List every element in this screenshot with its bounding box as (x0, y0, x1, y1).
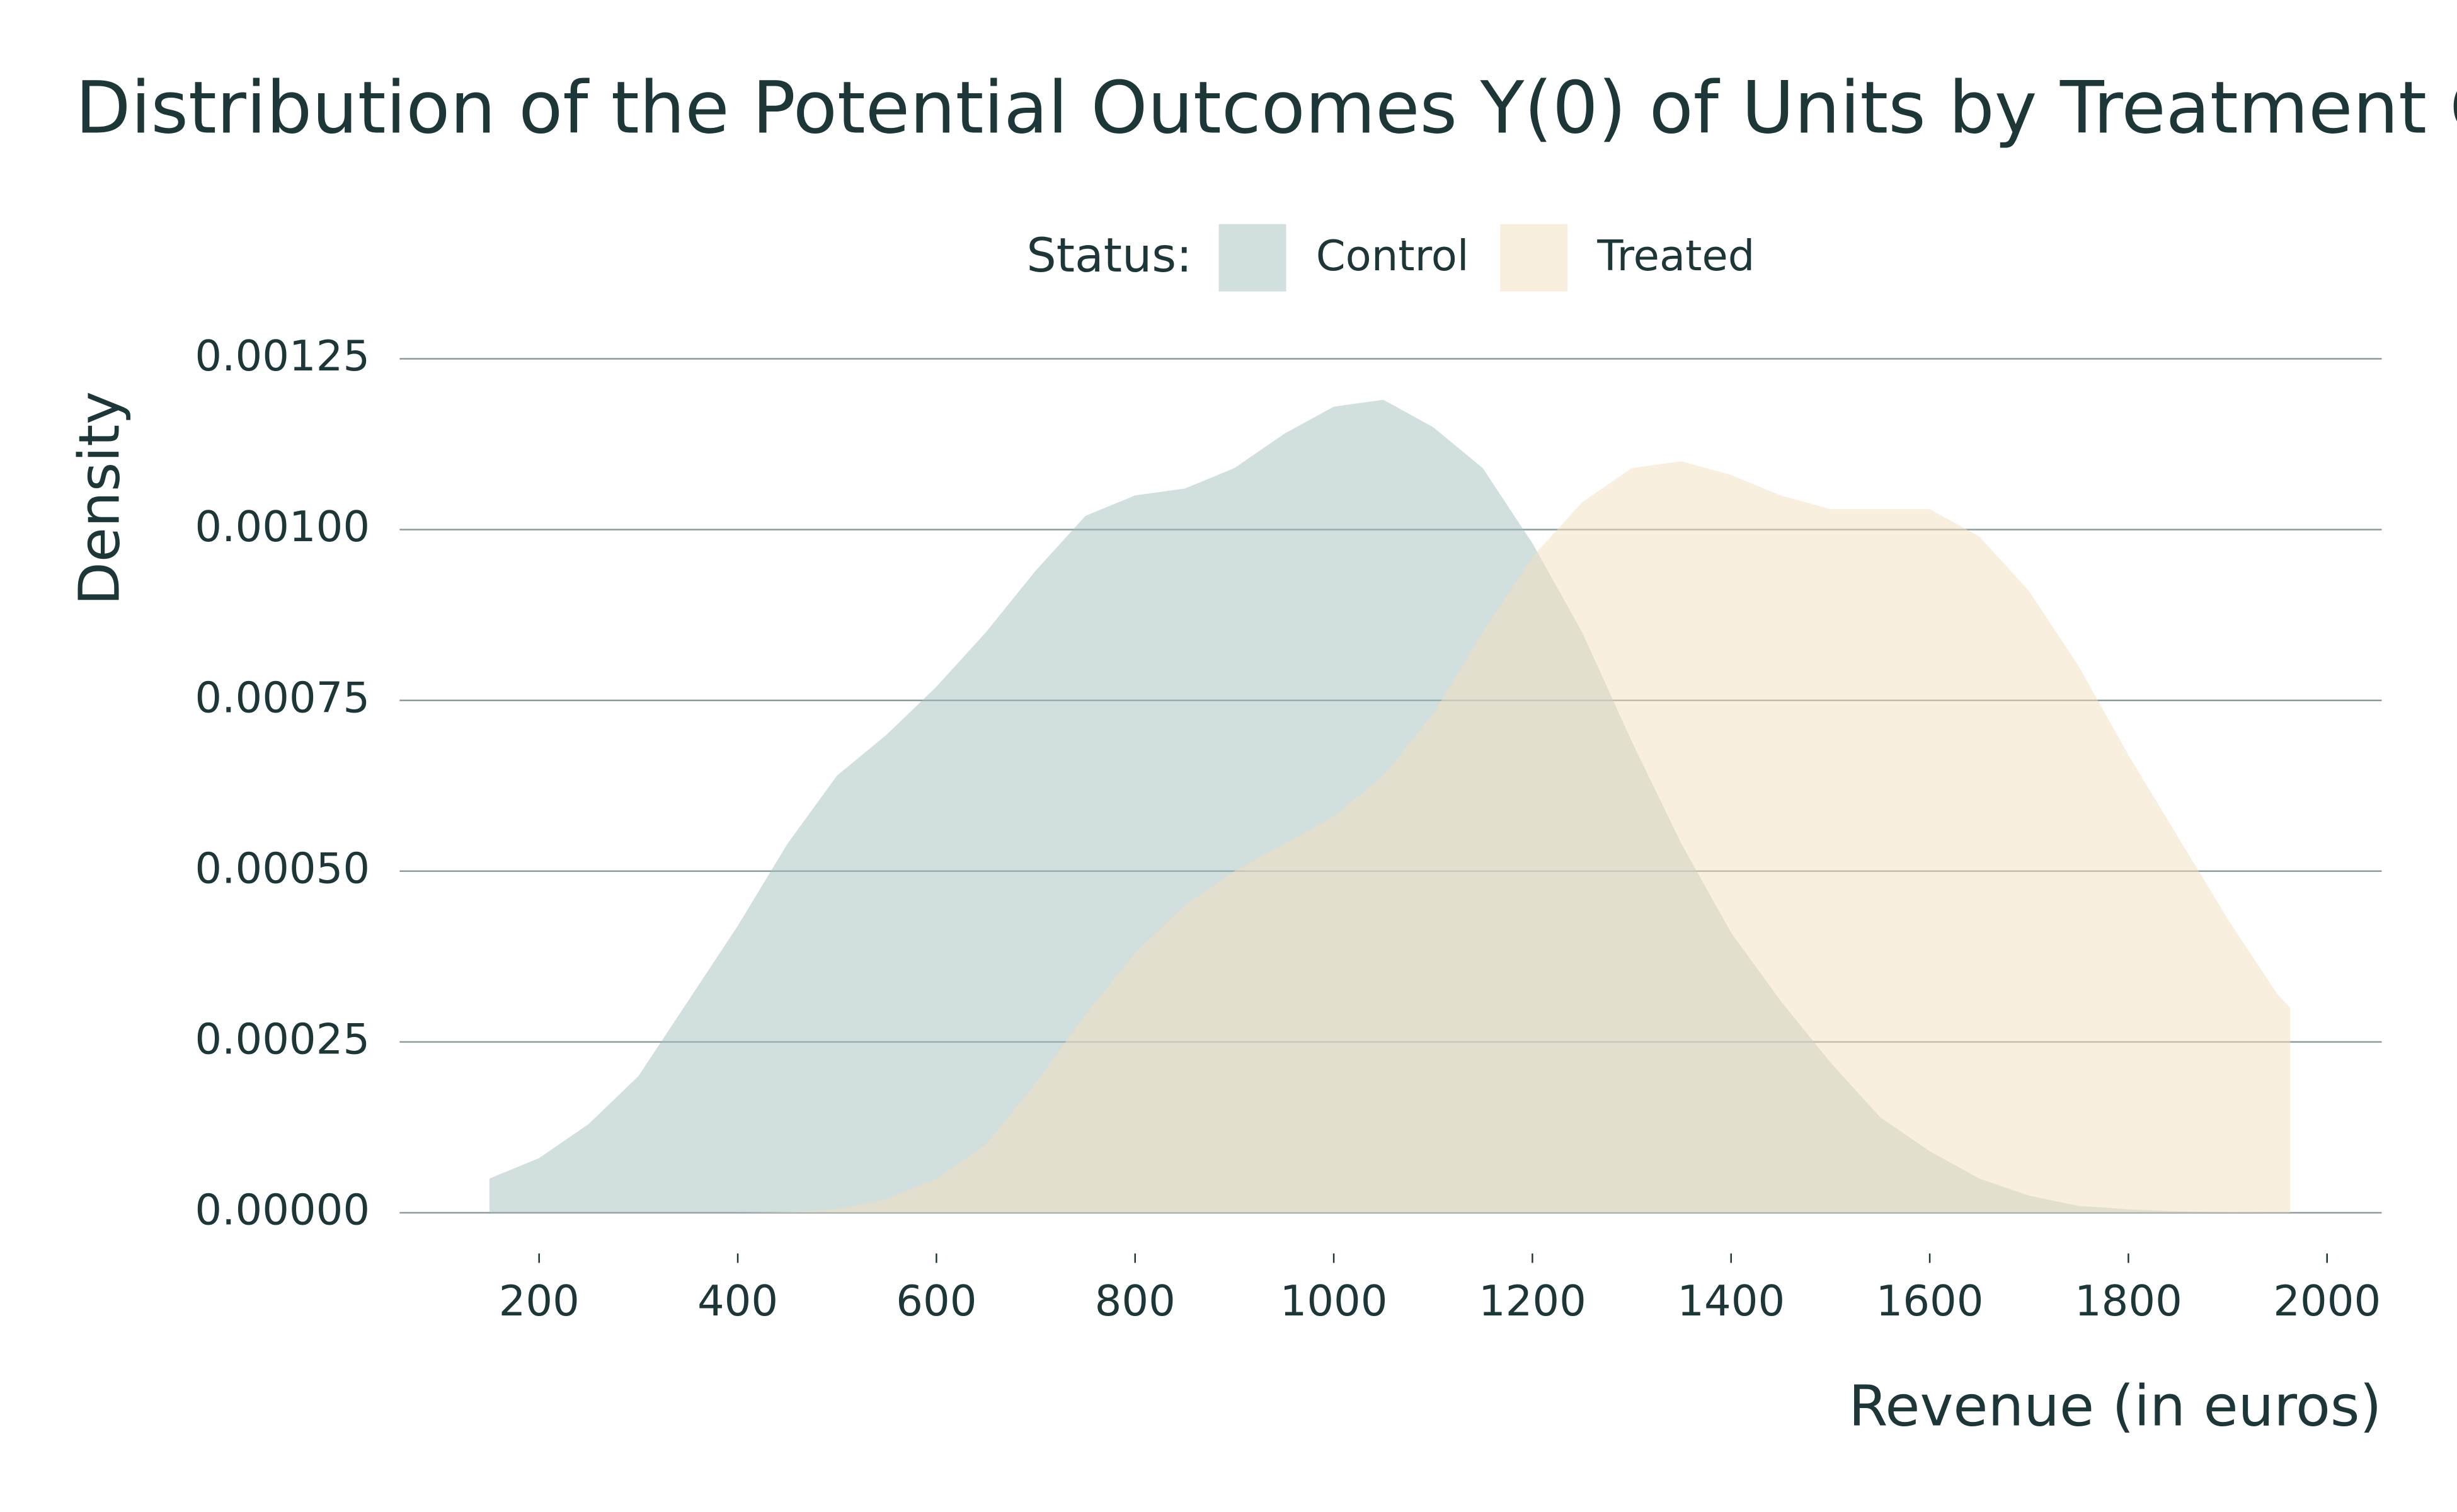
y-tick-label: 0.00075 (195, 673, 370, 722)
chart-title: Distribution of the Potential Outcomes Y… (76, 66, 2457, 149)
y-tick-label: 0.00025 (195, 1014, 370, 1063)
density-area (489, 461, 2291, 1213)
x-tick-label: 2000 (2273, 1276, 2381, 1326)
x-tick-label: 600 (896, 1276, 976, 1326)
legend-title: Status: (1026, 228, 1192, 283)
x-tick-label: 400 (697, 1276, 778, 1326)
y-axis-label: Density (67, 391, 133, 605)
x-tick-label: 1400 (1677, 1276, 1785, 1326)
x-tick-label: 1800 (2075, 1276, 2182, 1326)
legend-swatch (1500, 224, 1568, 292)
y-tick-label: 0.00125 (195, 331, 370, 381)
y-tick-label: 0.00000 (195, 1186, 370, 1235)
y-tick-label: 0.00100 (195, 502, 370, 551)
x-tick-label: 1200 (1479, 1276, 1586, 1326)
legend: Status: Control Treated (1026, 224, 1755, 292)
x-tick-label: 800 (1095, 1276, 1176, 1326)
areas (489, 399, 2291, 1213)
x-axis-label: Revenue (in euros) (1848, 1374, 2381, 1440)
legend-label: Control (1316, 231, 1469, 280)
x-tick-label: 1000 (1280, 1276, 1388, 1326)
x-tick-label: 200 (499, 1276, 580, 1326)
x-tick-label: 1600 (1876, 1276, 1984, 1326)
y-tick-label: 0.00050 (195, 844, 370, 893)
legend-label: Treated (1596, 231, 1755, 280)
legend-swatch (1218, 224, 1286, 292)
